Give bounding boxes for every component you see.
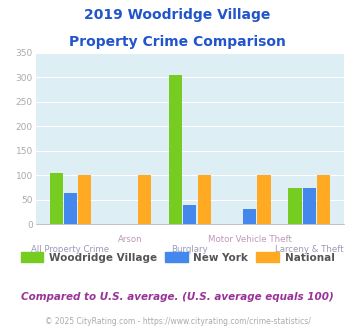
- Text: Motor Vehicle Theft: Motor Vehicle Theft: [208, 235, 291, 244]
- Bar: [198, 175, 211, 224]
- Bar: [138, 175, 151, 224]
- Bar: [289, 188, 302, 224]
- Bar: [183, 205, 197, 224]
- Text: 2019 Woodridge Village: 2019 Woodridge Village: [84, 8, 271, 22]
- Text: Larceny & Theft: Larceny & Theft: [275, 245, 344, 254]
- Bar: [303, 188, 316, 224]
- Text: Compared to U.S. average. (U.S. average equals 100): Compared to U.S. average. (U.S. average …: [21, 292, 334, 302]
- Bar: [243, 209, 256, 224]
- Legend: Woodridge Village, New York, National: Woodridge Village, New York, National: [16, 248, 339, 267]
- Text: Arson: Arson: [118, 235, 142, 244]
- Text: Burglary: Burglary: [171, 245, 208, 254]
- Bar: [50, 173, 63, 224]
- Bar: [64, 192, 77, 224]
- Bar: [317, 175, 330, 224]
- Text: © 2025 CityRating.com - https://www.cityrating.com/crime-statistics/: © 2025 CityRating.com - https://www.city…: [45, 317, 310, 326]
- Bar: [257, 175, 271, 224]
- Text: All Property Crime: All Property Crime: [31, 245, 109, 254]
- Bar: [169, 75, 182, 224]
- Bar: [78, 175, 91, 224]
- Text: Property Crime Comparison: Property Crime Comparison: [69, 35, 286, 49]
